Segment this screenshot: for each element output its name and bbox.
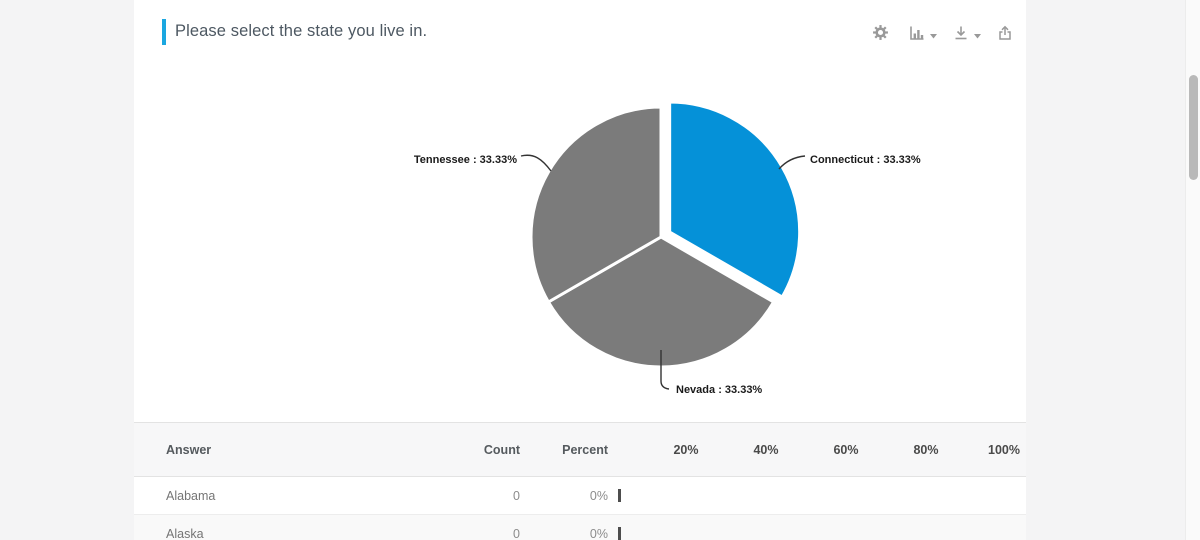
- settings-button[interactable]: [872, 24, 889, 41]
- table-row: Alaska 0 0%: [134, 515, 1026, 540]
- scrollbar-thumb[interactable]: [1189, 75, 1198, 180]
- answer-cell: Alabama: [166, 488, 216, 503]
- scale-tick-40: 40%: [753, 443, 779, 457]
- pie-label-connecticut: Connecticut : 33.33%: [810, 154, 921, 166]
- zero-percent-bar: [618, 527, 621, 540]
- scale-tick-60: 60%: [833, 443, 859, 457]
- percent-scale-header: 20% 40% 60% 80% 100%: [608, 423, 1026, 476]
- scale-tick-20: 20%: [673, 443, 699, 457]
- count-cell: 0: [513, 488, 520, 503]
- answers-table: Answer Count Percent 20% 40% 60% 80% 100…: [134, 422, 1026, 540]
- percent-bar-cell: [608, 515, 1026, 540]
- percent-bar-cell: [608, 477, 1026, 514]
- table-header-row: Answer Count Percent 20% 40% 60% 80% 100…: [134, 423, 1026, 477]
- gear-icon: [873, 25, 888, 40]
- count-column-header: Count: [483, 442, 520, 457]
- chart-toolbar: [872, 24, 1013, 41]
- pie-slice-connecticut[interactable]: [668, 100, 802, 300]
- nevada-leader-line: [660, 350, 670, 390]
- answer-cell: Alaska: [166, 526, 204, 540]
- connecticut-leader-line: [778, 155, 806, 170]
- share-button[interactable]: [997, 25, 1013, 41]
- download-icon: [955, 26, 967, 39]
- question-header: Please select the state you live in.: [134, 0, 1026, 64]
- answer-column-header: Answer: [166, 442, 212, 457]
- chevron-down-icon: [974, 33, 981, 38]
- title-accent-bar: [162, 19, 166, 45]
- chart-type-button[interactable]: [909, 25, 937, 41]
- scale-tick-80: 80%: [913, 443, 939, 457]
- question-title: Please select the state you live in.: [175, 22, 428, 40]
- tennessee-leader-line: [520, 154, 552, 172]
- count-cell: 0: [513, 526, 520, 540]
- pie-chart: Tennessee : 33.33% Connecticut : 33.33% …: [414, 100, 921, 396]
- zero-percent-bar: [618, 489, 621, 502]
- question-report-card: Tennessee : 33.33% Connecticut : 33.33% …: [134, 0, 1026, 540]
- pie-slice-tennessee[interactable]: [529, 105, 663, 305]
- share-export-icon: [999, 25, 1011, 40]
- pie-slices: [529, 100, 802, 369]
- scrollbar-track[interactable]: [1185, 0, 1200, 540]
- chevron-down-icon: [930, 33, 937, 38]
- percent-cell: 0%: [589, 488, 608, 503]
- percent-column-header: Percent: [562, 442, 608, 457]
- scale-tick-100: 100%: [988, 443, 1020, 457]
- bar-chart-icon: [910, 26, 924, 40]
- pie-label-tennessee: Tennessee : 33.33%: [414, 154, 517, 166]
- table-row: Alabama 0 0%: [134, 477, 1026, 515]
- percent-cell: 0%: [589, 526, 608, 540]
- pie-label-nevada: Nevada : 33.33%: [676, 384, 762, 396]
- download-button[interactable]: [953, 25, 981, 41]
